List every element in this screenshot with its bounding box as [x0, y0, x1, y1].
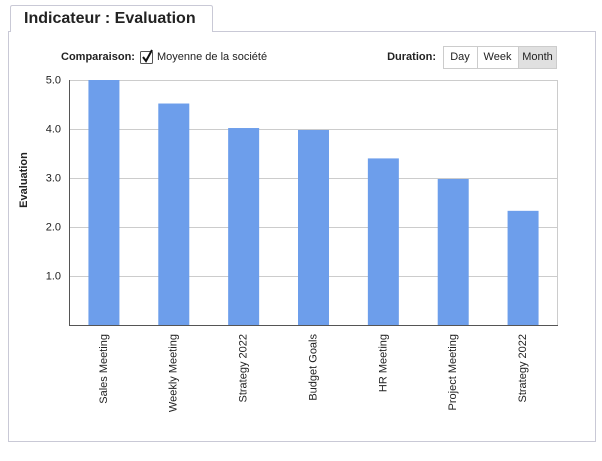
comparison-label: Comparaison:: [61, 51, 135, 63]
x-tick-label: Weekly Meeting: [168, 334, 180, 412]
checkbox-label: Moyenne de la société: [157, 51, 267, 63]
x-tick-label: Budget Goals: [307, 334, 319, 401]
bar: [437, 178, 469, 325]
tab-title: Indicateur : Evaluation: [24, 10, 196, 27]
tab[interactable]: [10, 5, 213, 33]
check-mark: [142, 49, 153, 63]
duration-text: Month: [522, 51, 553, 63]
x-tick-label: Strategy 2022: [238, 334, 250, 403]
y-tick-label: 4.0: [46, 123, 61, 135]
bar: [367, 158, 399, 325]
x-tick-label: Project Meeting: [447, 334, 459, 410]
bar: [507, 210, 539, 325]
duration-text: Week: [484, 51, 512, 63]
bar: [228, 128, 260, 325]
y-tick-label: 5.0: [46, 74, 61, 86]
y-axis-title: Evaluation: [18, 152, 30, 208]
y-tick-label: 2.0: [46, 221, 61, 233]
x-tick-label: Strategy 2022: [517, 334, 529, 403]
y-tick-label: 1.0: [46, 270, 61, 282]
bar: [158, 103, 190, 326]
x-tick-label: HR Meeting: [377, 334, 389, 392]
x-tick-label: Sales Meeting: [98, 334, 110, 404]
y-tick-label: 3.0: [46, 172, 61, 184]
duration-text: Day: [450, 51, 470, 63]
bar: [298, 129, 329, 325]
plot: 1.0 2.0 3.0 4.0 5.0 Sales Meeting Weekly Meeti…: [46, 74, 558, 412]
bar: [88, 80, 120, 325]
checkbox[interactable]: [140, 49, 153, 64]
duration-button-selected[interactable]: [518, 46, 557, 69]
duration-label: Duration:: [387, 51, 436, 63]
